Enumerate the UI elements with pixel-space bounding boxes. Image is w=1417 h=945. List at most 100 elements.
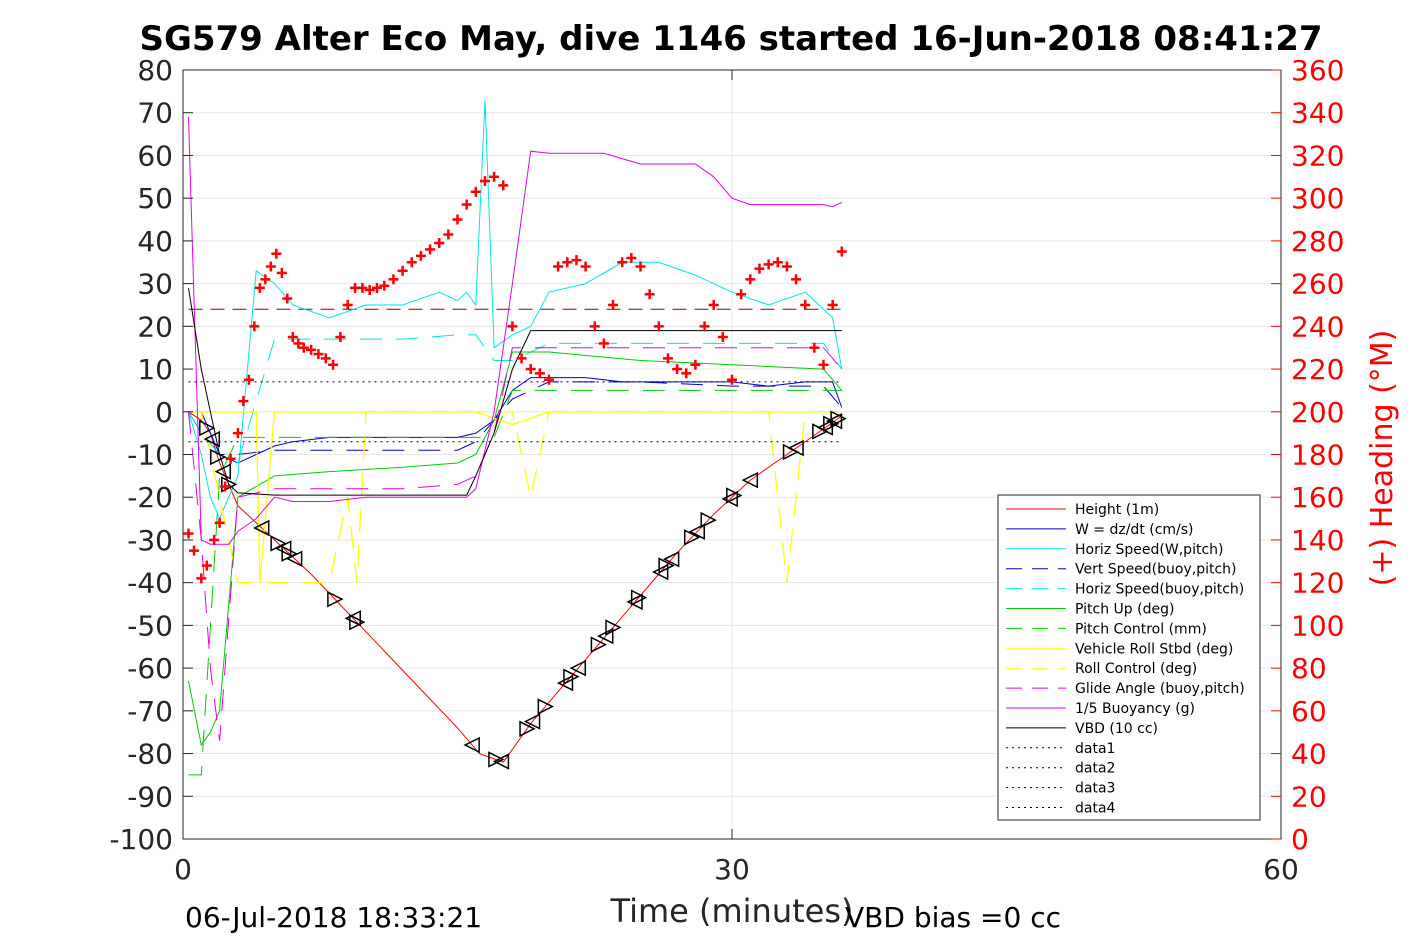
heading-marker (544, 374, 554, 385)
heading-marker (498, 180, 509, 191)
heading-marker (425, 244, 436, 255)
heading-marker (260, 274, 271, 285)
triangle-marker (214, 463, 232, 480)
heading-marker (320, 353, 331, 364)
footer-timestamp: 06-Jul-2018 18:33:21 (185, 901, 482, 934)
heading-marker (553, 261, 564, 272)
heading-marker (287, 332, 298, 343)
heading-marker (516, 353, 527, 364)
heading-marker (672, 364, 683, 375)
heading-marker (681, 368, 692, 379)
y-tick-label: -90 (127, 780, 173, 813)
heading-marker (397, 265, 408, 276)
heading-marker (470, 186, 481, 197)
heading-marker (708, 299, 719, 310)
heading-marker (717, 332, 728, 343)
heading-marker (836, 246, 847, 257)
y-tick-label: -20 (127, 481, 173, 514)
heading-marker (772, 257, 783, 268)
heading-marker (271, 248, 282, 259)
triangle-marker (605, 619, 622, 636)
y-tick-label: 40 (137, 225, 173, 258)
heading-marker (443, 229, 454, 240)
heading-marker (571, 255, 582, 266)
y-right-tick-label: 200 (1291, 396, 1344, 429)
heading-marker (690, 359, 701, 370)
x-axis: 0 30 60 (174, 70, 1299, 886)
triangle-marker (683, 529, 701, 546)
heading-marker (293, 338, 304, 349)
heading-marker (328, 359, 339, 370)
series-line-glide (188, 347, 843, 741)
heading-marker (335, 332, 346, 343)
heading-marker (489, 171, 500, 182)
legend-label-height: Height (1m) (1075, 502, 1159, 518)
heading-marker (265, 261, 276, 272)
right-y-axis: 3603403203002802602402202001801601401201… (1271, 54, 1344, 856)
legend-label-glide: Glide Angle (buoy,pitch) (1075, 681, 1245, 697)
heading-marker (243, 374, 254, 385)
heading-marker (282, 293, 293, 304)
triangle-marker (221, 476, 238, 493)
x-tick-label: 60 (1263, 853, 1299, 886)
triangle-marker (556, 674, 574, 692)
triangle-marker (830, 410, 847, 427)
heading-marker (635, 261, 646, 272)
triangle-marker (626, 593, 643, 611)
heading-marker (791, 274, 802, 285)
y-right-tick-label: 180 (1291, 439, 1344, 472)
triangle-marker (210, 448, 227, 466)
legend-label-roll: Vehicle Roll Stbd (deg) (1075, 641, 1233, 657)
heading-marker (406, 257, 417, 268)
y-tick-label: 50 (137, 182, 173, 215)
series-line-roll_ctrl (188, 411, 842, 584)
triangle-marker (721, 490, 738, 508)
heading-marker (306, 344, 317, 355)
y-right-tick-label: 240 (1291, 310, 1344, 343)
y-tick-label: -10 (127, 439, 173, 472)
y-tick-label: 70 (137, 97, 173, 130)
x-tick-label: 0 (174, 853, 192, 886)
heading-marker (371, 282, 382, 293)
y-right-tick-label: 220 (1291, 353, 1344, 386)
heading-marker (254, 282, 265, 293)
y-tick-label: -100 (109, 823, 173, 856)
y-tick-label: 20 (137, 310, 173, 343)
y-tick-label: -60 (127, 652, 173, 685)
y-tick-label: -80 (127, 738, 173, 771)
y-tick-label: 60 (137, 139, 173, 172)
heading-marker (608, 299, 619, 310)
triangle-marker (537, 698, 555, 715)
triangle-marker (327, 590, 344, 608)
triangle-marker (630, 589, 648, 606)
triangle-marker (662, 550, 680, 568)
heading-marker (626, 252, 637, 263)
series-line-buoyancy (188, 116, 843, 545)
heading-marker (379, 280, 390, 291)
heading-marker (662, 353, 673, 364)
plot-area (183, 99, 847, 776)
heading-marker (388, 274, 399, 285)
legend-label-vert_buoy: Vert Speed(buoy,pitch) (1075, 562, 1237, 578)
legend-label-data1: data1 (1075, 741, 1115, 757)
y-tick-label: 10 (137, 353, 173, 386)
heading-marker (644, 289, 655, 300)
triangle-marker (274, 540, 292, 557)
series-line-horiz_w (188, 99, 843, 520)
y-right-tick-label: 340 (1291, 97, 1344, 130)
heading-marker (479, 176, 490, 187)
series-line-w (188, 377, 843, 464)
left-y-axis: 80 70 60 50 40 30 20 10 0 -10 -20 -30 -40 -50 -60 -70 -8… (109, 54, 193, 856)
heading-marker (342, 299, 353, 310)
heading-marker (653, 321, 664, 332)
heading-marker (727, 374, 737, 385)
y-right-tick-label: 160 (1291, 481, 1344, 514)
y-tick-label: 80 (137, 54, 173, 87)
heading-marker (357, 282, 368, 293)
series-line-height (188, 411, 843, 763)
triangle-marker (270, 535, 287, 552)
y-right-tick-label: 360 (1291, 54, 1344, 87)
heading-marker (201, 560, 212, 571)
series-line-vbd (188, 287, 842, 496)
